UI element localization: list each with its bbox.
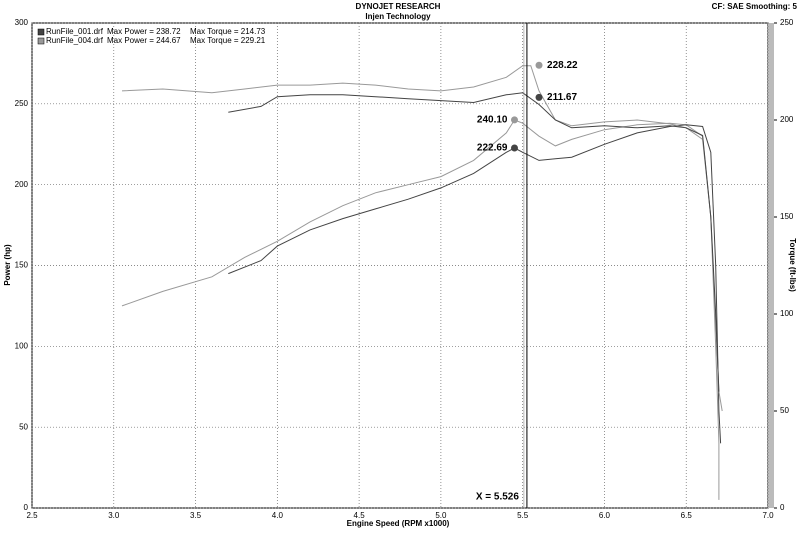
y-axis-label: Power (hp) xyxy=(3,244,12,286)
y2-tick-label: 0 xyxy=(780,503,785,512)
x-tick-label: 2.5 xyxy=(26,511,38,520)
axis-bar xyxy=(768,23,774,508)
settings: CF: SAE Smoothing: 5 xyxy=(712,2,798,11)
y-tick-label: 100 xyxy=(15,341,29,350)
legend-swatch xyxy=(37,28,45,36)
y2-tick-label: 250 xyxy=(780,18,794,27)
x-tick-label: 5.0 xyxy=(435,511,447,520)
legend-name: RunFile_004.drf xyxy=(46,36,104,45)
peak-marker xyxy=(535,93,543,101)
x-tick-label: 7.0 xyxy=(762,511,774,520)
y2-tick-label: 200 xyxy=(780,115,794,124)
legend-name: RunFile_001.drf xyxy=(46,27,104,36)
y-tick-label: 250 xyxy=(15,99,29,108)
x-tick-label: 4.5 xyxy=(354,511,366,520)
legend-torque: Max Torque = 229.21 xyxy=(190,36,266,45)
y-tick-label: 300 xyxy=(15,18,29,27)
peak-marker xyxy=(535,61,543,69)
peak-label: 240.10 xyxy=(477,114,508,125)
x-tick-label: 4.0 xyxy=(272,511,284,520)
peak-marker xyxy=(510,144,518,152)
x-axis-label: Engine Speed (RPM x1000) xyxy=(347,519,450,528)
chart-subtitle: Injen Technology xyxy=(365,12,431,21)
x-tick-label: 6.0 xyxy=(599,511,611,520)
peak-label: 222.69 xyxy=(477,143,508,154)
peak-marker xyxy=(510,116,518,124)
series-line xyxy=(228,92,720,392)
y-tick-label: 50 xyxy=(19,422,28,431)
y2-tick-label: 150 xyxy=(780,212,794,221)
peak-label: 211.67 xyxy=(547,92,577,103)
plot-frame xyxy=(31,22,769,509)
x-tick-label: 6.5 xyxy=(681,511,693,520)
legend-torque: Max Torque = 214.73 xyxy=(190,27,266,36)
y-tick-label: 0 xyxy=(24,503,29,512)
cursor-label: X = 5.526 xyxy=(476,492,520,503)
x-tick-label: 3.0 xyxy=(108,511,120,520)
y2-tick-label: 50 xyxy=(780,406,789,415)
series-line xyxy=(228,124,722,444)
chart-title: DYNOJET RESEARCH xyxy=(356,2,441,11)
x-tick-label: 5.5 xyxy=(517,511,529,520)
y-tick-label: 200 xyxy=(15,180,29,189)
x-tick-label: 3.5 xyxy=(190,511,202,520)
legend-power: Max Power = 244.67 xyxy=(107,36,181,45)
peak-label: 228.22 xyxy=(547,60,578,71)
legend-power: Max Power = 238.72 xyxy=(107,27,181,36)
y2-tick-label: 100 xyxy=(780,309,794,318)
y2-axis-label: Torque (ft-lbs) xyxy=(788,238,797,292)
legend-swatch xyxy=(37,37,45,45)
y-tick-label: 150 xyxy=(15,261,29,270)
